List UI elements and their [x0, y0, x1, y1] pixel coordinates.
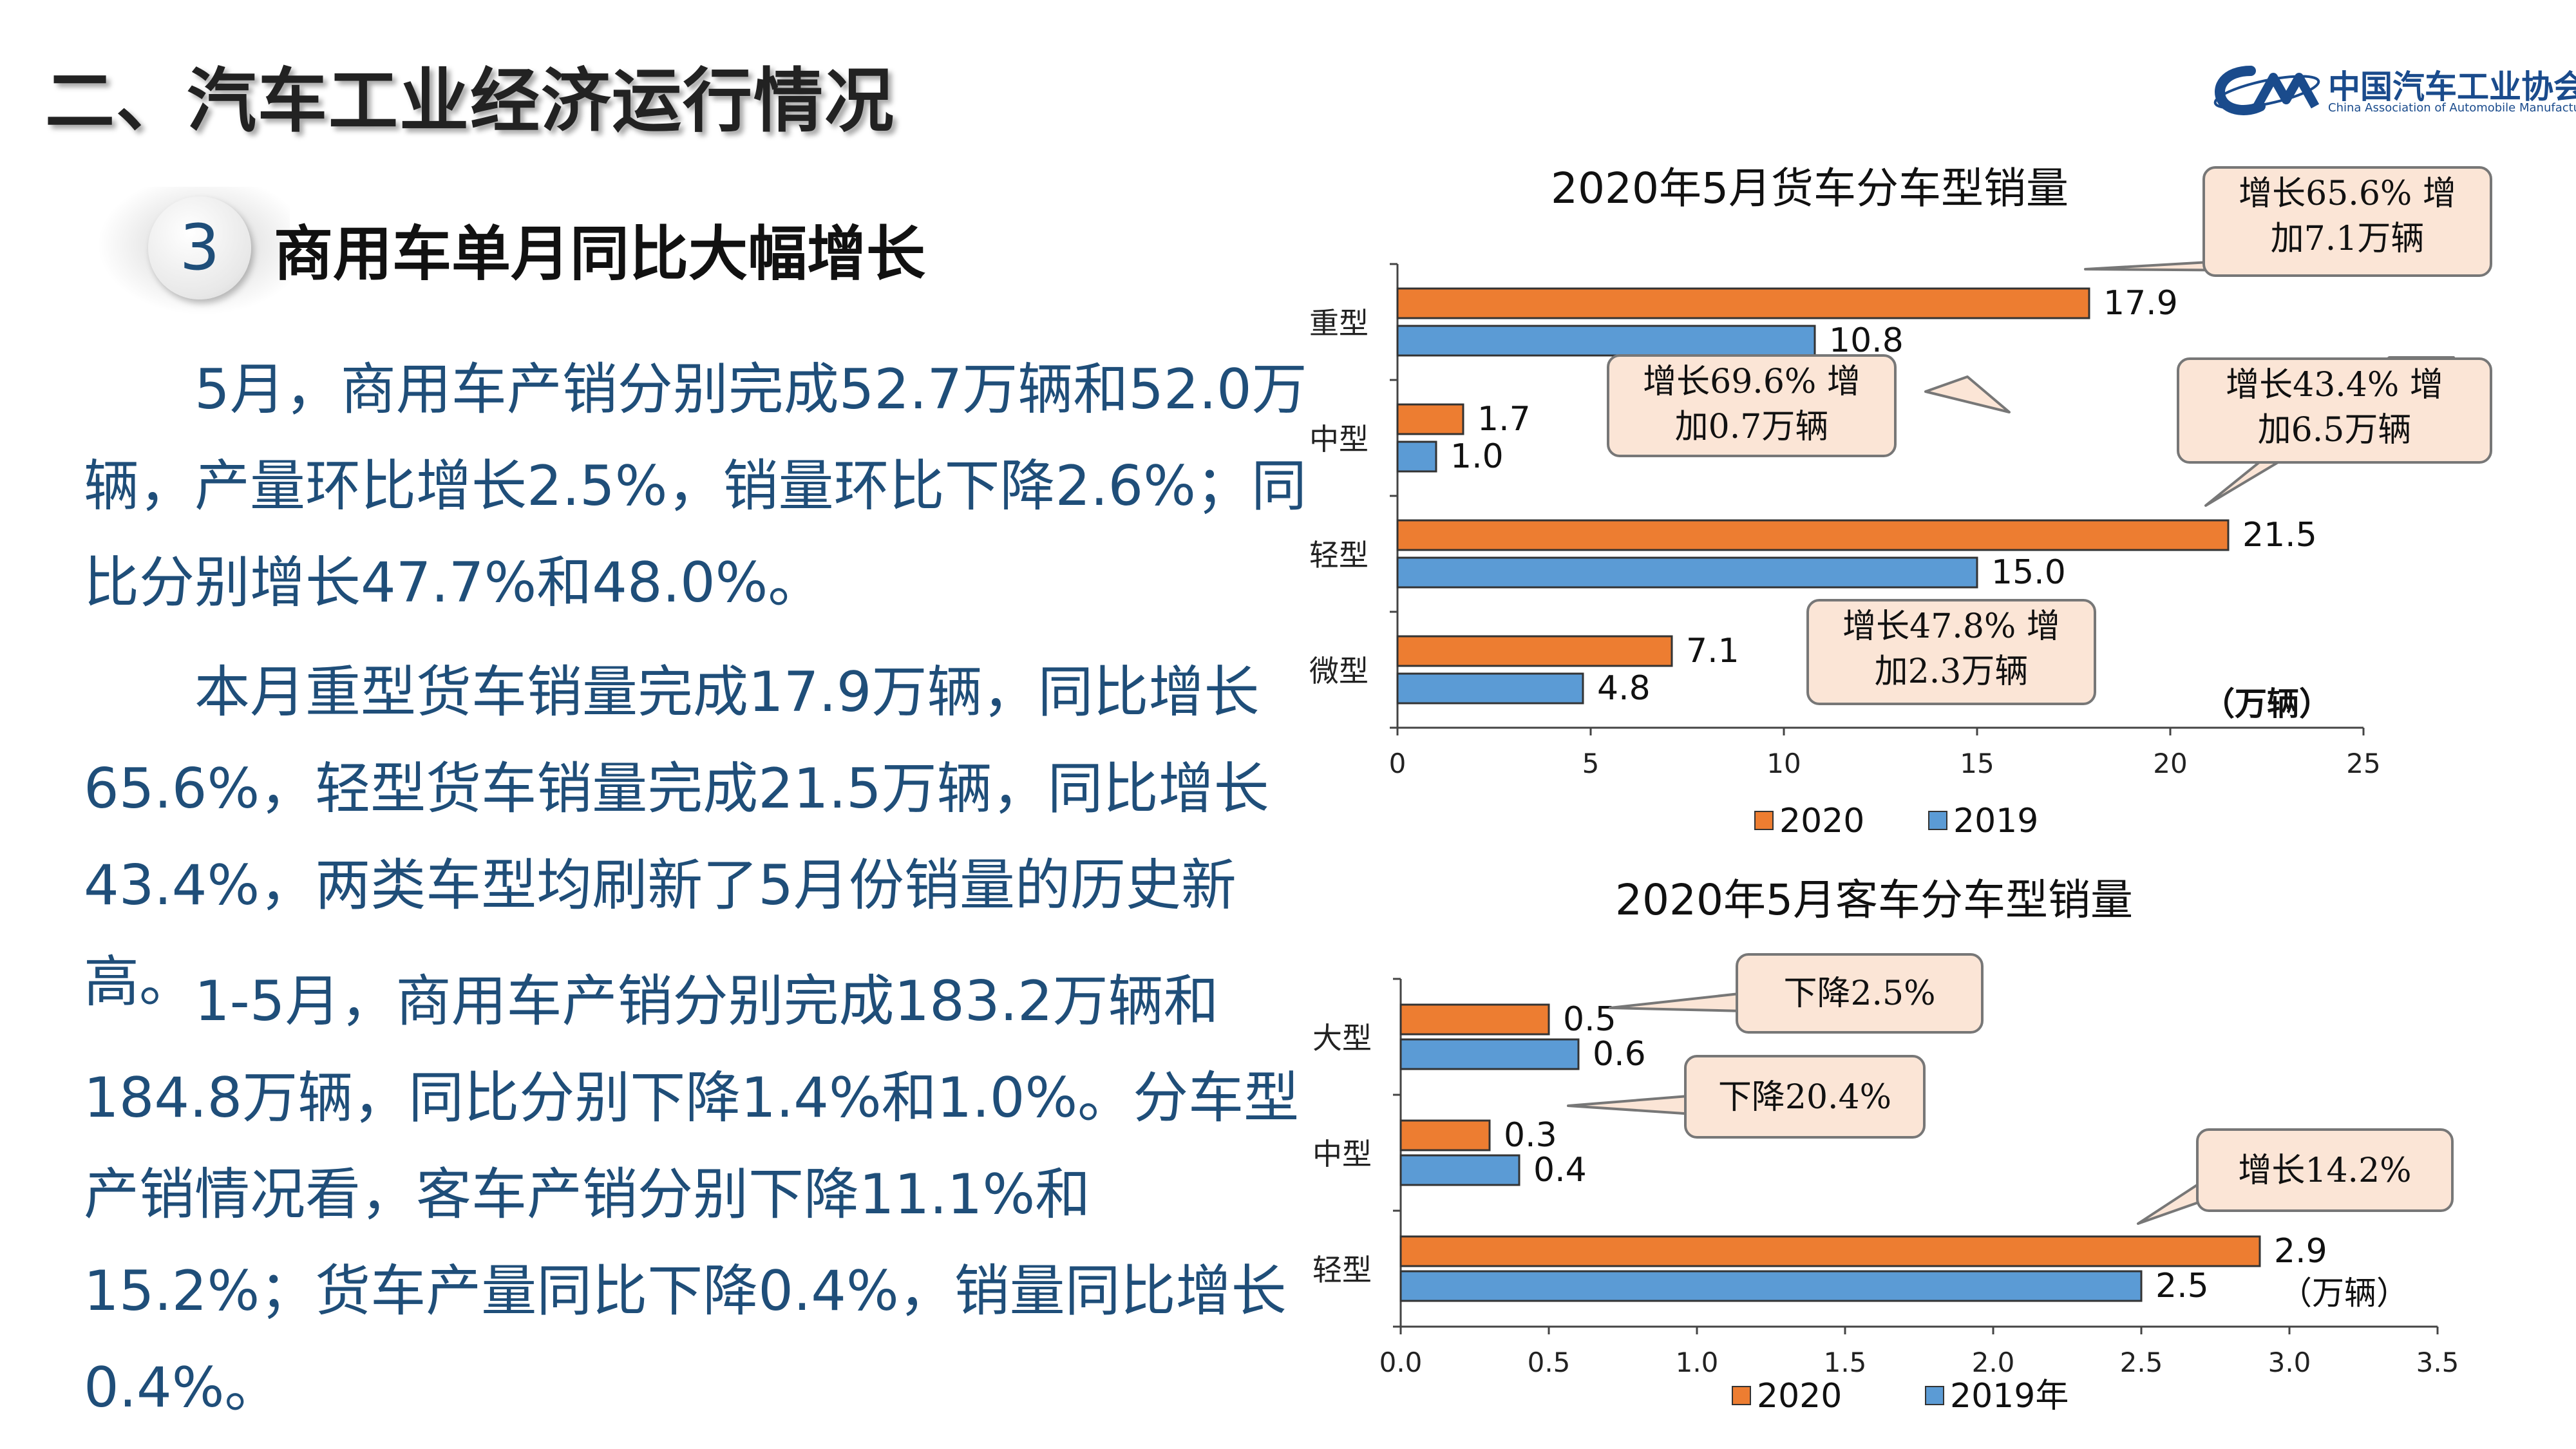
- x-tick-label: 2.0: [1972, 1347, 2015, 1378]
- chart-title: 2020年5月客车分车型销量: [1615, 875, 2133, 925]
- paragraph-2: 本月重型货车销量完成17.9万辆，同比增长65.6%，轻型货车销量完成21.5万…: [84, 644, 1307, 1030]
- bar-2019-中型: [1396, 440, 1437, 473]
- bar-2020-轻型: [1399, 1235, 2261, 1267]
- callout-line: 下降2.5%: [1783, 974, 1936, 1013]
- bar-2019-重型: [1396, 325, 1816, 357]
- bar-2019年-轻型: [1399, 1270, 2143, 1302]
- callout-line: 增长65.6% 增: [2239, 175, 2456, 213]
- x-tick-label: 0.5: [1528, 1347, 1571, 1378]
- legend-label: 2020: [1779, 802, 1864, 840]
- legend-swatch-2020: [1732, 1386, 1751, 1405]
- category-label: 中型: [1309, 422, 1368, 457]
- section-number: 3: [148, 196, 251, 299]
- data-label: 7.1: [1686, 632, 1739, 670]
- page-title: 二、汽车工业经济运行情况: [45, 61, 896, 142]
- bar-2019年-大型: [1399, 1038, 1580, 1070]
- callout-large-bus: 下降2.5%: [1736, 953, 1984, 1034]
- callout-heavy-truck: 增长65.6% 增 加7.1万辆: [2202, 166, 2492, 277]
- data-label: 10.8: [1829, 321, 1904, 360]
- paragraph-text: 本月重型货车销量完成17.9万辆，同比增长65.6%，轻型货车销量完成21.5万…: [84, 660, 1269, 1014]
- legend-swatch-2019年: [1925, 1386, 1944, 1405]
- paragraph-text: 1-5月，商用车产销分别完成183.2万辆和184.8万辆，同比分别下降1.4%…: [84, 969, 1300, 1420]
- bar-2019-轻型: [1396, 556, 1978, 589]
- bar-2020-轻型: [1396, 519, 2230, 551]
- bar-2020-微型: [1396, 635, 1673, 667]
- x-tick-label: 5: [1582, 748, 1600, 779]
- chart-title: 2020年5月货车分车型销量: [1551, 164, 2069, 213]
- x-tick-label: 1.0: [1676, 1347, 1719, 1378]
- data-label: 1.7: [1477, 400, 1531, 439]
- logo-name-cn: 中国汽车工业协会: [2328, 68, 2576, 106]
- paragraph-text: 5月，商用车产销分别完成52.7万辆和52.0万辆，产量环比增长2.5%，销量环…: [84, 357, 1307, 615]
- logo: 中国汽车工业协会 China Association of Automobile…: [2212, 61, 2576, 119]
- data-label: 1.0: [1450, 437, 1504, 476]
- callout-pointer: [1609, 990, 1758, 1012]
- x-tick-label: 3.0: [2268, 1347, 2311, 1378]
- callout-line: 增长43.4% 增: [2226, 366, 2443, 404]
- x-tick-label: 10: [1766, 748, 1801, 779]
- unit-label: （万辆）: [2280, 1274, 2409, 1312]
- callout-medium-bus: 下降20.4%: [1684, 1055, 1926, 1139]
- callout-medium-truck: 增长69.6% 增 加0.7万辆: [1607, 354, 1897, 457]
- data-label: 0.4: [1533, 1151, 1587, 1189]
- callout-light-truck: 增长43.4% 增 加6.5万辆: [2177, 357, 2492, 464]
- category-label: 轻型: [1309, 538, 1368, 573]
- data-label: 21.5: [2242, 516, 2317, 554]
- caam-logo-icon: [2213, 66, 2320, 115]
- bar-2020-大型: [1399, 1003, 1550, 1036]
- data-label: 2.9: [2274, 1232, 2327, 1271]
- paragraph-1: 5月，商用车产销分别完成52.7万辆和52.0万辆，产量环比增长2.5%，销量环…: [84, 341, 1307, 631]
- data-label: 0.5: [1563, 1000, 1616, 1039]
- paragraph-3: 1-5月，商用车产销分别完成183.2万辆和184.8万辆，同比分别下降1.4%…: [84, 953, 1307, 1436]
- x-tick-label: 3.5: [2416, 1347, 2459, 1378]
- data-label: 0.6: [1593, 1035, 1646, 1074]
- bar-2020-重型: [1396, 287, 2090, 319]
- section-title: 商用车单月同比大幅增长: [274, 220, 926, 289]
- callout-line: 加2.3万辆: [1874, 652, 2029, 691]
- callout-mini-truck: 增长47.8% 增 加2.3万辆: [1806, 599, 2096, 705]
- x-tick-label: 15: [1960, 748, 1994, 779]
- data-label: 15.0: [1991, 553, 2066, 592]
- callout-line: 下降20.4%: [1718, 1078, 1892, 1117]
- callout-line: 增长14.2%: [2238, 1151, 2412, 1190]
- bus-sales-chart: 2020年5月客车分车型销量 0.0 0.5 1.0 1.5 2.0 2.5 3.0 3.5 大型…: [1312, 875, 2459, 1416]
- legend-label: 2019年: [1950, 1377, 2069, 1416]
- callout-line: 加6.5万辆: [2257, 411, 2412, 450]
- x-tick-label: 0: [1389, 748, 1406, 779]
- bar-2019年-中型: [1399, 1154, 1520, 1186]
- callout-line: 加0.7万辆: [1674, 408, 1829, 446]
- x-tick-label: 1.5: [1824, 1347, 1867, 1378]
- bar-2020-中型: [1396, 403, 1464, 435]
- category-label: 中型: [1312, 1137, 1372, 1171]
- bar-2020-中型: [1399, 1119, 1491, 1151]
- bar-2019-微型: [1396, 672, 1584, 705]
- data-label: 2.5: [2155, 1267, 2209, 1305]
- category-label: 轻型: [1312, 1253, 1372, 1287]
- category-label: 微型: [1309, 654, 1368, 688]
- legend-swatch-2019: [1928, 811, 1947, 830]
- callout-light-bus: 增长14.2%: [2196, 1128, 2454, 1212]
- legend-swatch-2020: [1754, 811, 1774, 830]
- callout-line: 增长69.6% 增: [1643, 363, 1861, 401]
- callout-pointer: [1924, 375, 2011, 413]
- callout-line: 增长47.8% 增: [1842, 607, 2060, 646]
- callout-line: 加7.1万辆: [2270, 220, 2425, 258]
- logo-name-en: China Association of Automobile Manufact…: [2328, 101, 2576, 115]
- x-tick-label: 2.5: [2120, 1347, 2163, 1378]
- data-label: 4.8: [1597, 669, 1651, 708]
- legend-label: 2020: [1757, 1377, 1842, 1416]
- x-tick-label: 20: [2153, 748, 2187, 779]
- category-label: 大型: [1312, 1021, 1372, 1056]
- unit-label: （万辆）: [2202, 685, 2331, 723]
- legend-label: 2019: [1953, 802, 2038, 840]
- x-tick-label: 25: [2346, 748, 2380, 779]
- data-label: 0.3: [1504, 1116, 1557, 1155]
- data-label: 17.9: [2103, 284, 2178, 323]
- x-tick-label: 0.0: [1379, 1347, 1423, 1378]
- category-label: 重型: [1309, 306, 1368, 341]
